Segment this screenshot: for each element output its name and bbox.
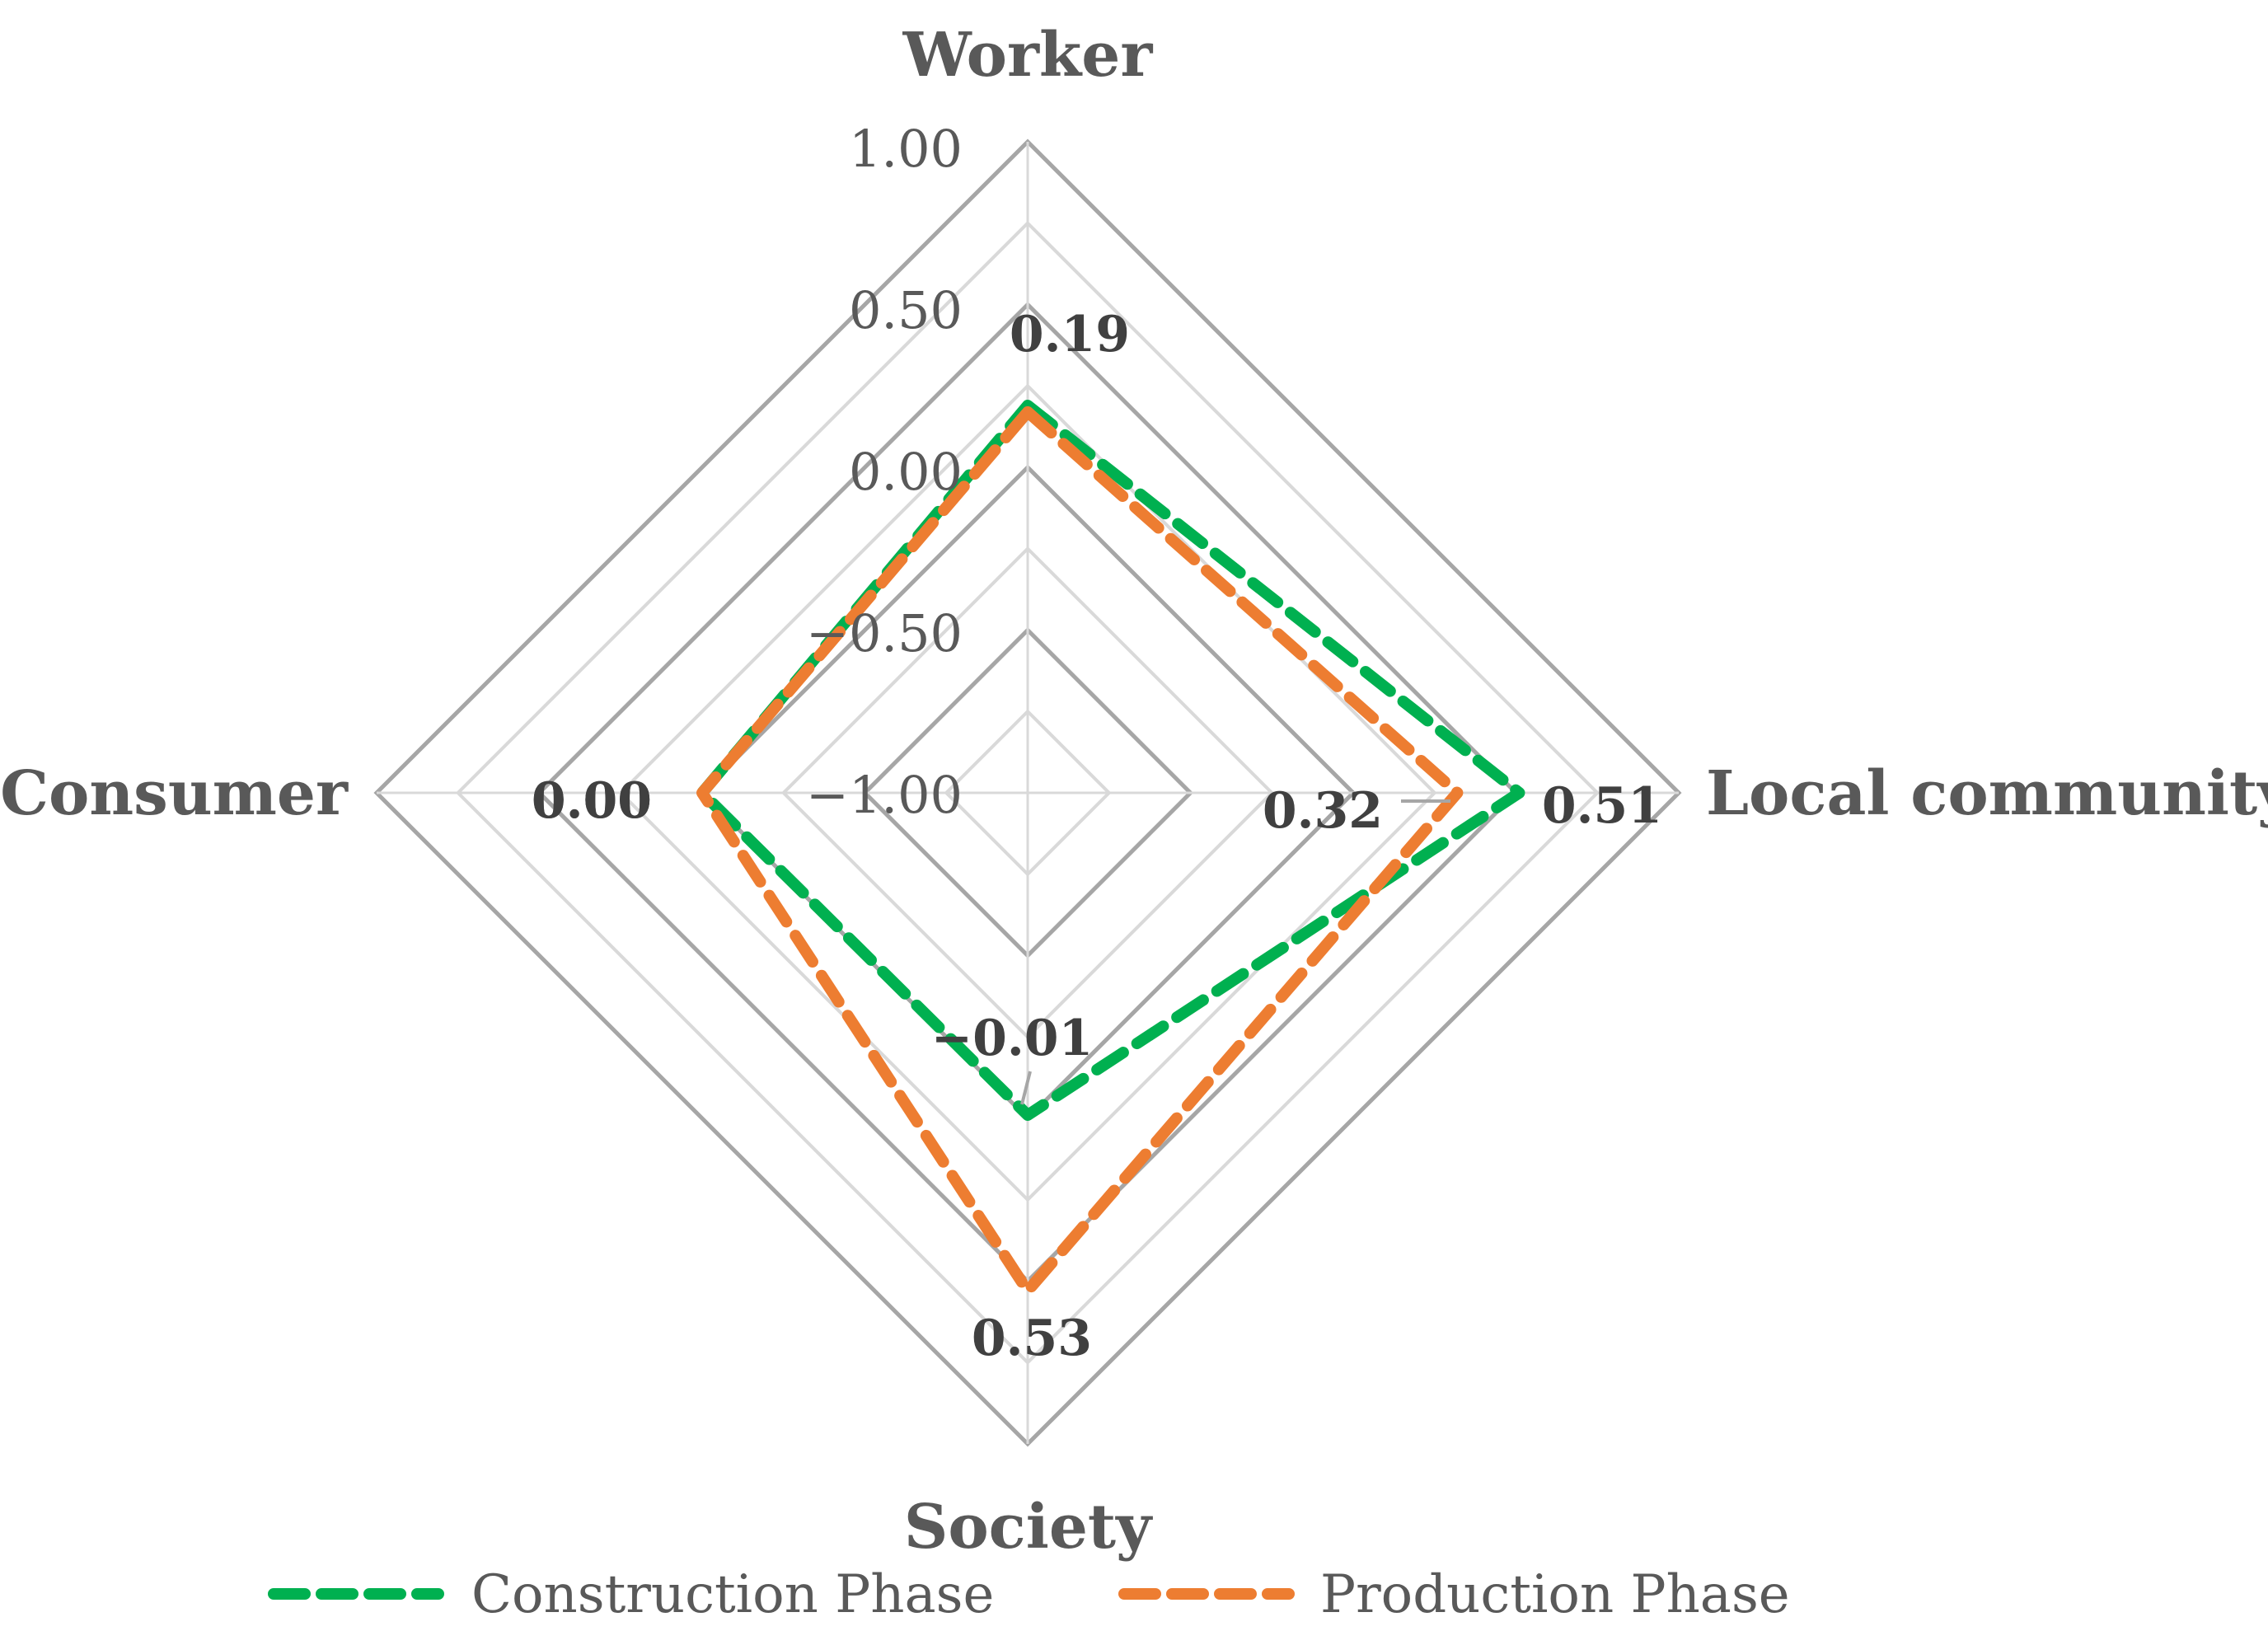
axis-label-worker: Worker (902, 20, 1154, 91)
data-label-local-community-production: 0.32 (1263, 782, 1383, 840)
tick-label: 0.50 (849, 280, 963, 340)
legend-label-construction: Construction Phase (471, 1564, 994, 1625)
tick-label: 0.00 (849, 442, 963, 502)
data-label-local-community-construction: 0.51 (1542, 777, 1662, 835)
data-label-consumer-production: 0.00 (532, 772, 652, 830)
data-label-society-production: 0.53 (972, 1310, 1092, 1367)
tick-label: −1.00 (806, 765, 963, 825)
axis-label-local-community: Local community (1706, 758, 2268, 829)
series-line-production (696, 405, 1464, 1297)
legend: Construction Phase Production Phase (268, 1564, 1790, 1625)
radar-series (696, 399, 1525, 1297)
leader-line-society (1020, 1071, 1032, 1105)
axis-label-society: Society (904, 1492, 1153, 1563)
data-label-worker: 0.19 (1010, 306, 1130, 363)
legend-label-production: Production Phase (1320, 1564, 1790, 1625)
data-label-consumer-construction: 0.00 (532, 772, 652, 830)
tick-label: −0.50 (806, 603, 963, 663)
data-labels: 0.19 0.51 0.32 −0.01 0.53 0.00 0.00 (532, 306, 1662, 1367)
data-label-society-construction: −0.01 (931, 1010, 1093, 1067)
tick-label: 1.00 (849, 119, 963, 179)
axis-label-consumer: Consumer (0, 758, 349, 829)
